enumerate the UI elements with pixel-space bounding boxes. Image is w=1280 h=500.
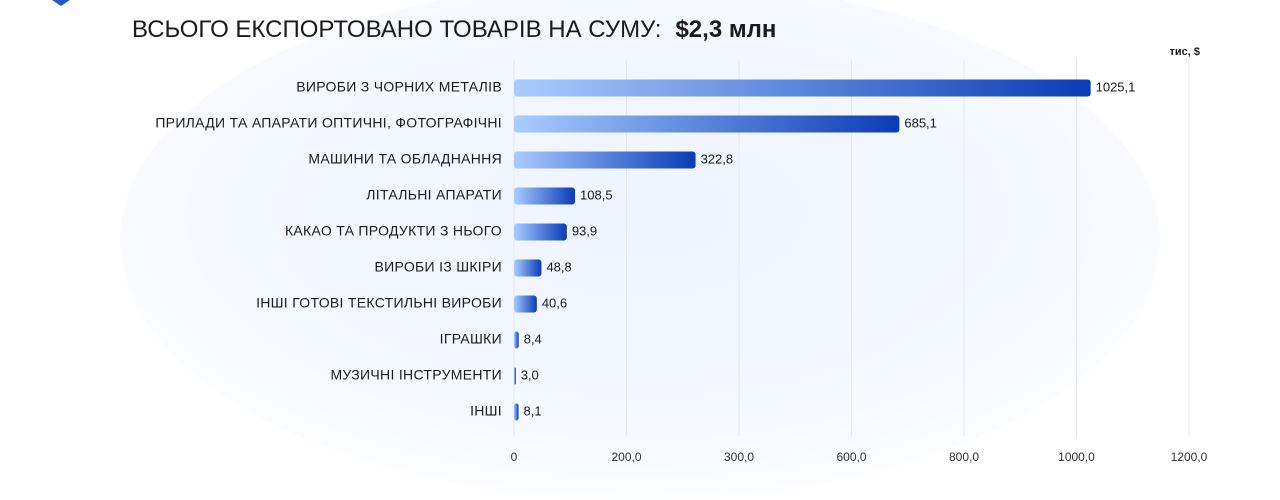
value-label: 3,0	[521, 367, 539, 382]
x-tick-label: 1000,0	[1058, 450, 1095, 464]
background-glow	[120, 0, 1160, 500]
bar	[514, 331, 519, 349]
value-label: 1025,1	[1096, 79, 1136, 94]
x-tick-label: 300,0	[724, 450, 754, 464]
chart-title: ВСЬОГО ЕКСПОРТОВАНО ТОВАРІВ НА СУМУ: $2,3…	[132, 16, 776, 43]
category-label: ІНШІ ГОТОВІ ТЕКСТИЛЬНІ ВИРОБИ	[256, 295, 502, 311]
x-tick-label: 600,0	[836, 450, 866, 464]
bar	[514, 187, 576, 205]
bar	[514, 79, 1091, 97]
bar	[514, 115, 900, 133]
category-label: ВИРОБИ З ЧОРНИХ МЕТАЛІВ	[296, 79, 502, 95]
x-tick-label: 1200,0	[1171, 450, 1208, 464]
category-label: ІНШІ	[470, 403, 502, 419]
category-label: ІГРАШКИ	[440, 331, 502, 347]
bar	[514, 403, 519, 421]
value-label: 685,1	[904, 115, 937, 130]
category-label: МАШИНИ ТА ОБЛАДНАННЯ	[308, 151, 502, 167]
x-tick-label: 0	[511, 450, 518, 464]
value-label: 322,8	[701, 151, 734, 166]
category-label: МУЗИЧНІ ІНСТРУМЕНТИ	[330, 367, 502, 383]
category-label: ВИРОБИ ІЗ ШКІРИ	[375, 259, 502, 275]
value-label: 48,8	[546, 259, 571, 274]
category-label: ЛІТАЛЬНІ АПАРАТИ	[366, 187, 502, 203]
bar	[514, 223, 567, 241]
title-value: $2,3 млн	[675, 16, 776, 43]
value-label: 108,5	[580, 187, 613, 202]
value-label: 8,4	[524, 331, 542, 346]
logo	[52, 0, 70, 6]
bar	[514, 151, 696, 169]
x-tick-label: 200,0	[611, 450, 641, 464]
bar	[514, 367, 516, 385]
bar	[514, 259, 542, 277]
title-text: ВСЬОГО ЕКСПОРТОВАНО ТОВАРІВ НА СУМУ:	[132, 16, 661, 43]
category-label: ПРИЛАДИ ТА АПАРАТИ ОПТИЧНІ, ФОТОГРАФІЧНІ	[155, 115, 502, 131]
value-label: 40,6	[542, 295, 567, 310]
value-label: 8,1	[524, 403, 542, 418]
x-tick-label: 800,0	[949, 450, 979, 464]
unit-label: тис, $	[1170, 46, 1201, 58]
value-label: 93,9	[572, 223, 597, 238]
bar	[514, 295, 537, 313]
category-label: КАКАО ТА ПРОДУКТИ З НЬОГО	[285, 223, 502, 239]
